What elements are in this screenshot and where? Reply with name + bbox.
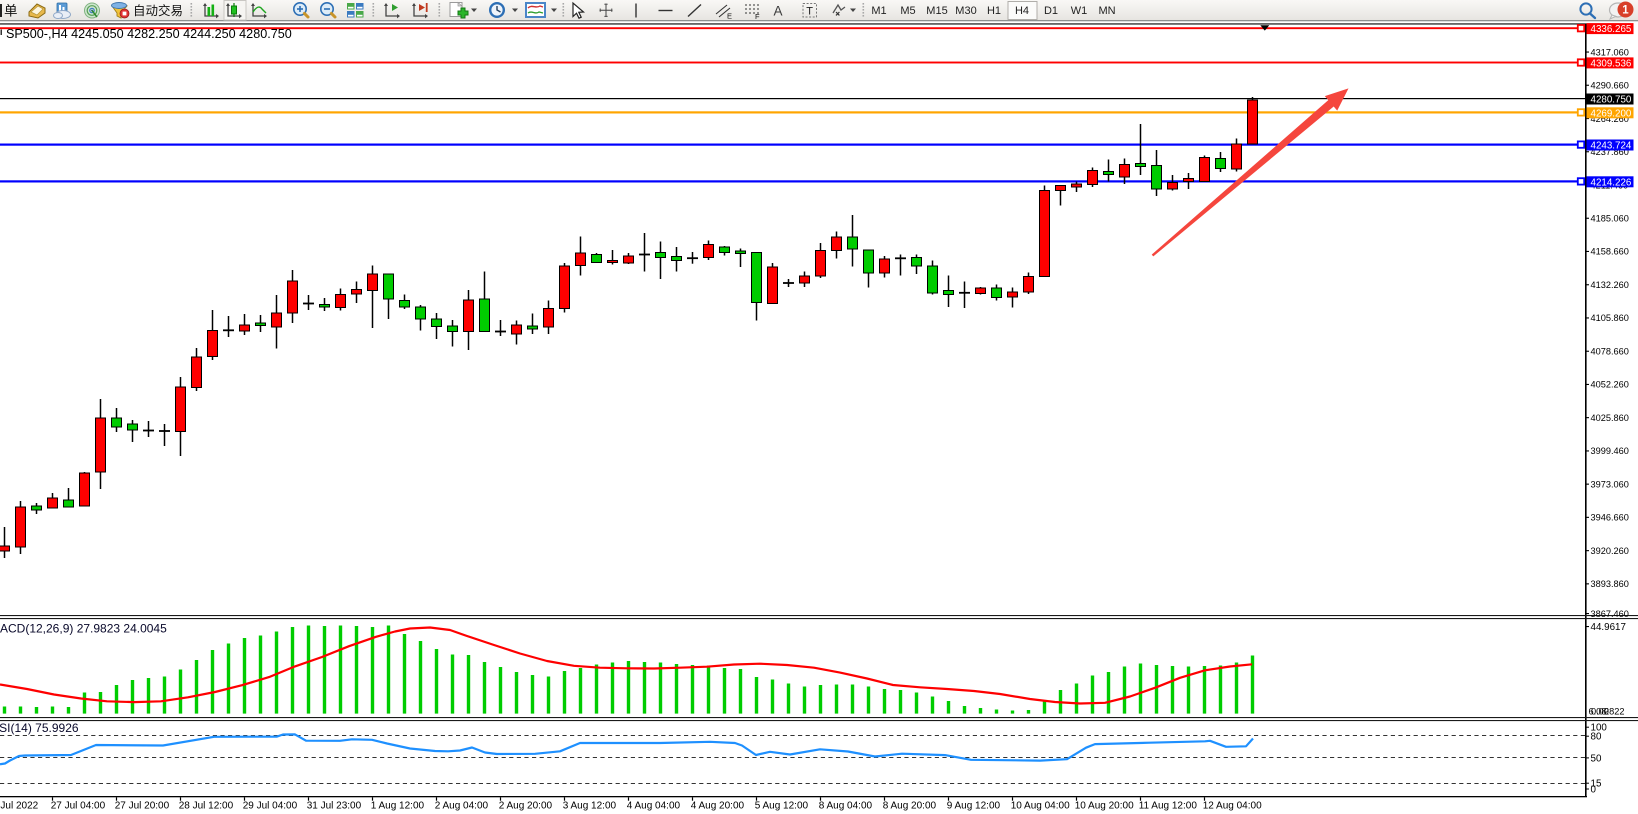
svg-text:2 Aug 04:00: 2 Aug 04:00: [435, 801, 489, 812]
svg-text:4025.860: 4025.860: [1591, 413, 1629, 423]
svg-text:4269.200: 4269.200: [1591, 108, 1632, 119]
svg-text:1 Aug 12:00: 1 Aug 12:00: [371, 801, 425, 812]
svg-text:自动交易: 自动交易: [133, 3, 183, 18]
svg-text:3973.060: 3973.060: [1591, 479, 1629, 489]
svg-text:12 Aug 04:00: 12 Aug 04:00: [1203, 801, 1262, 812]
svg-text:44.9617: 44.9617: [1591, 622, 1626, 633]
svg-text:8 Aug 20:00: 8 Aug 20:00: [883, 801, 937, 812]
svg-text:80: 80: [1591, 732, 1602, 743]
svg-text:4214.226: 4214.226: [1591, 177, 1632, 188]
svg-text:4105.860: 4105.860: [1591, 313, 1629, 323]
svg-text:A: A: [774, 4, 783, 19]
svg-text:6.08: 6.08: [1589, 707, 1607, 717]
svg-text:27 Jul 04:00: 27 Jul 04:00: [51, 801, 106, 812]
svg-text:100: 100: [1591, 723, 1608, 734]
svg-text:H4: H4: [1015, 5, 1029, 17]
svg-text:50: 50: [1591, 753, 1602, 764]
svg-text:4 Aug 04:00: 4 Aug 04:00: [627, 801, 681, 812]
svg-text:4290.660: 4290.660: [1591, 81, 1629, 91]
svg-text:0: 0: [1591, 785, 1597, 796]
svg-text:4243.724: 4243.724: [1591, 141, 1632, 152]
svg-text:11 Aug 12:00: 11 Aug 12:00: [1139, 801, 1198, 812]
svg-text:4185.060: 4185.060: [1591, 214, 1629, 224]
svg-text:F: F: [755, 12, 760, 21]
svg-text:4078.660: 4078.660: [1591, 347, 1629, 357]
svg-text:M30: M30: [955, 5, 976, 17]
svg-text:15: 15: [1591, 779, 1602, 790]
svg-text:4237.860: 4237.860: [1591, 147, 1629, 157]
svg-text:E: E: [727, 12, 732, 21]
svg-text:2822: 2822: [1604, 707, 1624, 717]
svg-text:M5: M5: [900, 5, 915, 17]
svg-text:9 Aug 12:00: 9 Aug 12:00: [947, 801, 1001, 812]
svg-text:4309.536: 4309.536: [1591, 59, 1632, 70]
svg-text:W1: W1: [1071, 5, 1088, 17]
svg-text:26 Jul 2022: 26 Jul 2022: [0, 801, 39, 812]
svg-text:3893.860: 3893.860: [1591, 579, 1629, 589]
svg-text:4280.750: 4280.750: [1591, 95, 1632, 106]
svg-text:10 Aug 20:00: 10 Aug 20:00: [1075, 801, 1134, 812]
svg-text:M1: M1: [871, 5, 886, 17]
svg-text:H1: H1: [987, 5, 1001, 17]
svg-text:SP500-,H4 4245.050 4282.250 4: SP500-,H4 4245.050 4282.250 4244.250 428…: [6, 27, 292, 41]
svg-text:29 Jul 04:00: 29 Jul 04:00: [243, 801, 298, 812]
svg-text:2 Aug 20:00: 2 Aug 20:00: [499, 801, 553, 812]
svg-text:31 Jul 23:00: 31 Jul 23:00: [307, 801, 362, 812]
svg-text:4 Aug 20:00: 4 Aug 20:00: [691, 801, 745, 812]
svg-text:RSI(14) 75.9926: RSI(14) 75.9926: [0, 721, 79, 735]
svg-text:3946.660: 3946.660: [1591, 513, 1629, 523]
svg-text:MN: MN: [1098, 5, 1115, 17]
svg-text:27 Jul 20:00: 27 Jul 20:00: [115, 801, 170, 812]
svg-text:10 Aug 04:00: 10 Aug 04:00: [1011, 801, 1070, 812]
svg-text:D1: D1: [1044, 5, 1058, 17]
svg-text:3 Aug 12:00: 3 Aug 12:00: [563, 801, 617, 812]
svg-text:8 Aug 04:00: 8 Aug 04:00: [819, 801, 873, 812]
svg-text:4132.260: 4132.260: [1591, 280, 1629, 290]
svg-text:3867.460: 3867.460: [1591, 609, 1629, 619]
svg-text:4336.265: 4336.265: [1591, 24, 1632, 35]
svg-text:1: 1: [1622, 5, 1629, 17]
svg-text:4264.260: 4264.260: [1591, 114, 1629, 124]
svg-text:MACD(12,26,9) 27.9823 24.0045: MACD(12,26,9) 27.9823 24.0045: [0, 622, 167, 636]
svg-text:T: T: [806, 6, 813, 18]
svg-text:4158.660: 4158.660: [1591, 247, 1629, 257]
svg-text:4317.060: 4317.060: [1591, 47, 1629, 57]
svg-text:单: 单: [4, 4, 18, 19]
svg-text:M15: M15: [926, 5, 947, 17]
svg-text:3999.460: 3999.460: [1591, 446, 1629, 456]
svg-text:28 Jul 12:00: 28 Jul 12:00: [179, 801, 234, 812]
svg-text:3920.260: 3920.260: [1591, 546, 1629, 556]
svg-text:5 Aug 12:00: 5 Aug 12:00: [755, 801, 809, 812]
svg-text:0.00: 0.00: [1591, 707, 1609, 717]
svg-text:4052.260: 4052.260: [1591, 380, 1629, 390]
